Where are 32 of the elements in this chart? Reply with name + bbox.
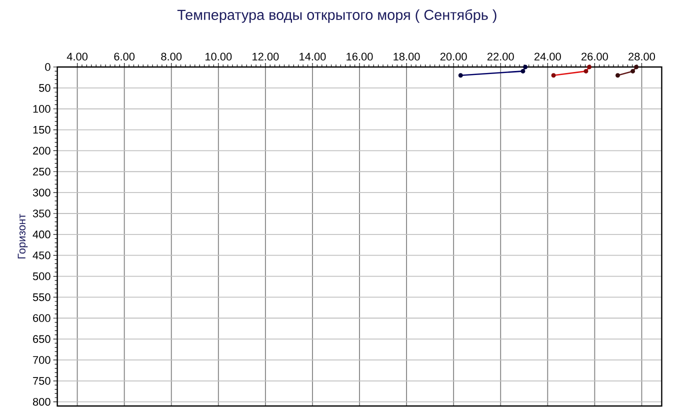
y-tick-label: 450: [32, 251, 50, 260]
y-tick-label: 800: [32, 398, 50, 406]
x-tick-label: 14.00: [300, 52, 326, 60]
y-tick-label: 50: [39, 84, 50, 92]
y-tick-label: 550: [32, 293, 50, 302]
x-tick-label: 10.00: [206, 52, 232, 60]
chart-title: Температура воды открытого моря ( Сентябрь ): [177, 9, 496, 23]
x-tick-label: 22.00: [487, 52, 514, 60]
x-tick-label: 26.00: [582, 52, 608, 60]
x-tick-label: 28.00: [628, 52, 655, 60]
x-tick-label: 6.00: [114, 52, 135, 60]
x-tick-label: 12.00: [252, 52, 279, 60]
x-tick-label: 4.00: [66, 52, 88, 60]
y-tick-label: 500: [32, 272, 50, 280]
y-tick-label: 750: [33, 377, 50, 385]
y-tick-label: 350: [32, 210, 50, 218]
y-tick-label: 650: [33, 335, 50, 343]
x-tick-label: 8.00: [161, 52, 182, 60]
y-tick-label: 250: [33, 168, 50, 176]
x-tick-label: 24.00: [534, 52, 561, 60]
x-tick-label: 18.00: [394, 52, 420, 60]
y-tick-label: 700: [33, 356, 50, 364]
x-tick-label: 20.00: [440, 52, 467, 60]
y-tick-label: 600: [33, 314, 50, 322]
y-tick-label: 0: [45, 63, 50, 71]
y-tick-label: 300: [32, 188, 50, 196]
y-tick-label: 150: [33, 126, 50, 134]
y-axis-title: Горизонт: [18, 214, 28, 258]
y-tick-label: 400: [32, 230, 50, 238]
y-tick-label: 200: [33, 146, 50, 155]
x-tick-label: 16.00: [346, 52, 373, 60]
y-tick-label: 100: [33, 104, 50, 113]
